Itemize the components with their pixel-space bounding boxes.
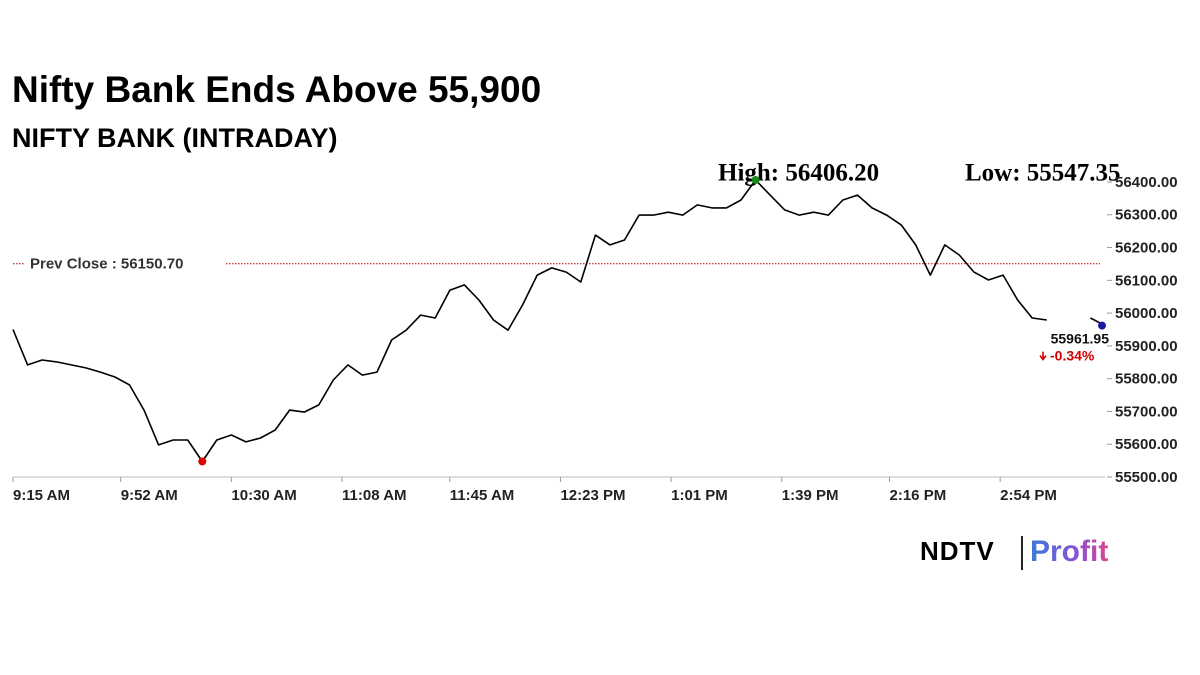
logo-brand: NDTV [920,536,995,566]
x-tick-label: 12:23 PM [560,487,625,504]
y-tick-label: 56100.00 [1115,272,1178,289]
y-tick-label: 56400.00 [1115,174,1178,191]
x-tick-label: 11:08 AM [342,487,406,504]
chart-subtitle: NIFTY BANK (INTRADAY) [12,123,338,153]
prev-close-label: Prev Close : 56150.70 [30,256,183,273]
x-tick-label: 9:15 AM [13,487,70,504]
y-tick-label: 55800.00 [1115,371,1178,388]
y-tick-label: 55500.00 [1115,469,1178,486]
x-tick-label: 1:01 PM [671,487,728,504]
logo: NDTV Profit [920,535,1108,570]
x-tick-label: 9:52 AM [121,487,178,504]
x-tick-label: 1:39 PM [782,487,839,504]
y-tick-label: 56200.00 [1115,240,1178,257]
change-arrow [1039,351,1047,361]
y-tick-label: 55600.00 [1115,436,1178,453]
y-tick-label: 55900.00 [1115,338,1178,355]
chart-title: Nifty Bank Ends Above 55,900 [12,69,541,110]
x-tick-label: 10:30 AM [231,487,296,504]
last-change: -0.34% [1050,347,1095,363]
x-tick-label: 2:54 PM [1000,487,1057,504]
logo-product: Profit [1030,535,1108,568]
x-tick-label: 2:16 PM [890,487,947,504]
price-line [12,179,1106,463]
last-value: 55961.95 [1051,330,1110,346]
high-marker [751,175,760,184]
prev-close-bg [25,253,225,274]
x-tick-label: 11:45 AM [450,487,514,504]
high-label: High: 56406.20 [718,160,879,187]
low-marker [198,457,207,466]
y-tick-label: 56000.00 [1115,305,1178,322]
last-marker [1098,321,1106,330]
y-tick-label: 56300.00 [1115,207,1178,224]
y-tick-label: 55700.00 [1115,403,1178,420]
low-label: Low: 55547.35 [965,160,1121,187]
